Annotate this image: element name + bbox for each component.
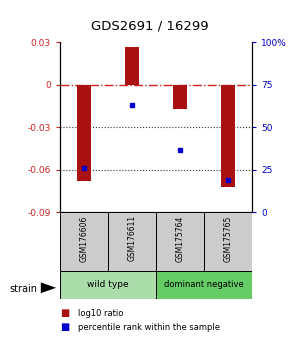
- Text: log10 ratio: log10 ratio: [78, 309, 123, 318]
- Bar: [77, 85, 91, 181]
- Bar: [156, 212, 204, 271]
- Bar: [108, 212, 156, 271]
- Text: GDS2691 / 16299: GDS2691 / 16299: [91, 19, 209, 33]
- Polygon shape: [41, 282, 56, 293]
- Text: GSM176611: GSM176611: [128, 215, 136, 262]
- Bar: [221, 85, 235, 187]
- Bar: [156, 271, 252, 299]
- Text: GSM175764: GSM175764: [176, 215, 184, 262]
- Text: wild type: wild type: [87, 280, 129, 290]
- Text: ■: ■: [60, 322, 69, 332]
- Text: percentile rank within the sample: percentile rank within the sample: [78, 323, 220, 332]
- Text: GSM175765: GSM175765: [224, 215, 232, 262]
- Bar: [125, 47, 139, 85]
- Text: dominant negative: dominant negative: [164, 280, 244, 290]
- Bar: [204, 212, 252, 271]
- Text: strain: strain: [9, 284, 37, 293]
- Text: ■: ■: [60, 308, 69, 318]
- Bar: [60, 271, 156, 299]
- Text: GSM176606: GSM176606: [80, 215, 88, 262]
- Bar: [173, 85, 187, 109]
- Bar: [60, 212, 108, 271]
